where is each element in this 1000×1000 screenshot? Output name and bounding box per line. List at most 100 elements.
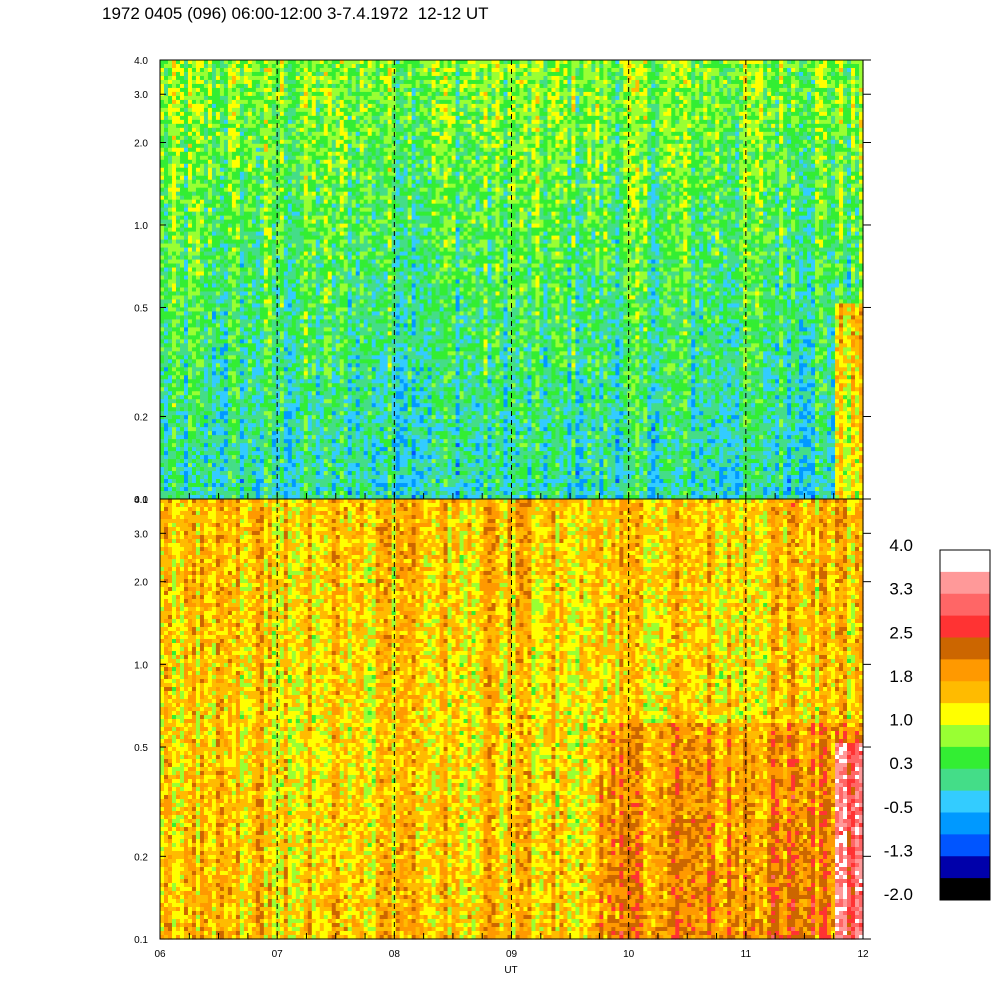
heatmap-cell <box>803 120 808 125</box>
heatmap-cell <box>771 64 776 69</box>
heatmap-cell <box>795 92 800 97</box>
heatmap-cell <box>292 80 297 85</box>
heatmap-cell <box>651 116 656 121</box>
heatmap-cell <box>591 132 596 137</box>
heatmap-cell <box>827 132 832 137</box>
heatmap-cell <box>244 104 249 109</box>
heatmap-cell <box>360 104 365 109</box>
heatmap-cell <box>412 68 417 73</box>
heatmap-cell <box>344 80 349 85</box>
heatmap-cell <box>611 72 616 77</box>
heatmap-cell <box>683 76 688 81</box>
heatmap-cell <box>623 132 628 137</box>
heatmap-cell <box>711 120 716 125</box>
heatmap-cell <box>815 124 820 129</box>
heatmap-cell <box>795 64 800 69</box>
heatmap-cell <box>619 92 624 97</box>
heatmap-cell <box>456 116 461 121</box>
heatmap-cell <box>204 140 209 145</box>
heatmap-cell <box>380 88 385 93</box>
heatmap-cell <box>699 68 704 73</box>
heatmap-cell <box>268 124 273 129</box>
heatmap-cell <box>827 88 832 93</box>
heatmap-cell <box>551 132 556 137</box>
heatmap-cell <box>252 92 257 97</box>
heatmap-cell <box>376 96 381 101</box>
heatmap-cell <box>400 68 405 73</box>
heatmap-cell <box>683 104 688 109</box>
heatmap-cell <box>583 104 588 109</box>
heatmap-cell <box>248 132 253 137</box>
heatmap-cell <box>567 96 572 101</box>
heatmap-cell <box>400 104 405 109</box>
heatmap-cell <box>679 128 684 133</box>
heatmap-cell <box>168 80 173 85</box>
heatmap-cell <box>619 116 624 121</box>
heatmap-cell <box>464 84 469 89</box>
heatmap-cell <box>563 60 568 65</box>
heatmap-cell <box>380 96 385 101</box>
heatmap-cell <box>515 76 520 81</box>
heatmap-cell <box>803 100 808 105</box>
heatmap-cell <box>687 68 692 73</box>
heatmap-cell <box>527 84 532 89</box>
heatmap-cell <box>607 104 612 109</box>
heatmap-cell <box>819 112 824 117</box>
heatmap-cell <box>835 64 840 69</box>
heatmap-cell <box>384 136 389 141</box>
heatmap-cell <box>531 120 536 125</box>
heatmap-cell <box>464 140 469 145</box>
heatmap-cell <box>603 140 608 145</box>
heatmap-cell <box>739 140 744 145</box>
heatmap-cell <box>212 120 217 125</box>
heatmap-cell <box>484 64 489 69</box>
heatmap-cell <box>344 144 349 149</box>
heatmap-cell <box>735 84 740 89</box>
heatmap-cell <box>336 80 341 85</box>
heatmap-cell <box>679 68 684 73</box>
heatmap-cell <box>172 84 177 89</box>
heatmap-cell <box>464 108 469 113</box>
heatmap-cell <box>384 124 389 129</box>
heatmap-cell <box>535 108 540 113</box>
heatmap-cell <box>264 80 269 85</box>
heatmap-cell <box>595 112 600 117</box>
heatmap-cell <box>216 112 221 117</box>
heatmap-cell <box>460 68 465 73</box>
heatmap-cell <box>192 60 197 65</box>
heatmap-cell <box>695 96 700 101</box>
heatmap-cell <box>192 140 197 145</box>
heatmap-cell <box>847 64 852 69</box>
heatmap-cell <box>767 116 772 121</box>
heatmap-cell <box>172 128 177 133</box>
heatmap-cell <box>579 60 584 65</box>
heatmap-cell <box>504 76 509 81</box>
heatmap-cell <box>404 108 409 113</box>
heatmap-cell <box>448 76 453 81</box>
heatmap-cell <box>448 124 453 129</box>
heatmap-cell <box>236 140 241 145</box>
heatmap-cell <box>515 72 520 77</box>
heatmap-cell <box>400 136 405 141</box>
heatmap-cell <box>364 140 369 145</box>
heatmap-cell <box>619 144 624 149</box>
heatmap-cell <box>216 92 221 97</box>
heatmap-cell <box>631 100 636 105</box>
heatmap-cell <box>747 80 752 85</box>
heatmap-cell <box>308 112 313 117</box>
heatmap-cell <box>184 68 189 73</box>
heatmap-cell <box>480 140 485 145</box>
heatmap-cell <box>240 112 245 117</box>
heatmap-cell <box>687 80 692 85</box>
heatmap-cell <box>679 64 684 69</box>
heatmap-cell <box>687 76 692 81</box>
heatmap-cell <box>372 132 377 137</box>
heatmap-cell <box>623 84 628 89</box>
heatmap-cell <box>180 64 185 69</box>
heatmap-cell <box>775 92 780 97</box>
heatmap-cell <box>248 60 253 65</box>
heatmap-cell <box>743 92 748 97</box>
heatmap-cell <box>619 132 624 137</box>
heatmap-cell <box>504 120 509 125</box>
heatmap-cell <box>819 116 824 121</box>
